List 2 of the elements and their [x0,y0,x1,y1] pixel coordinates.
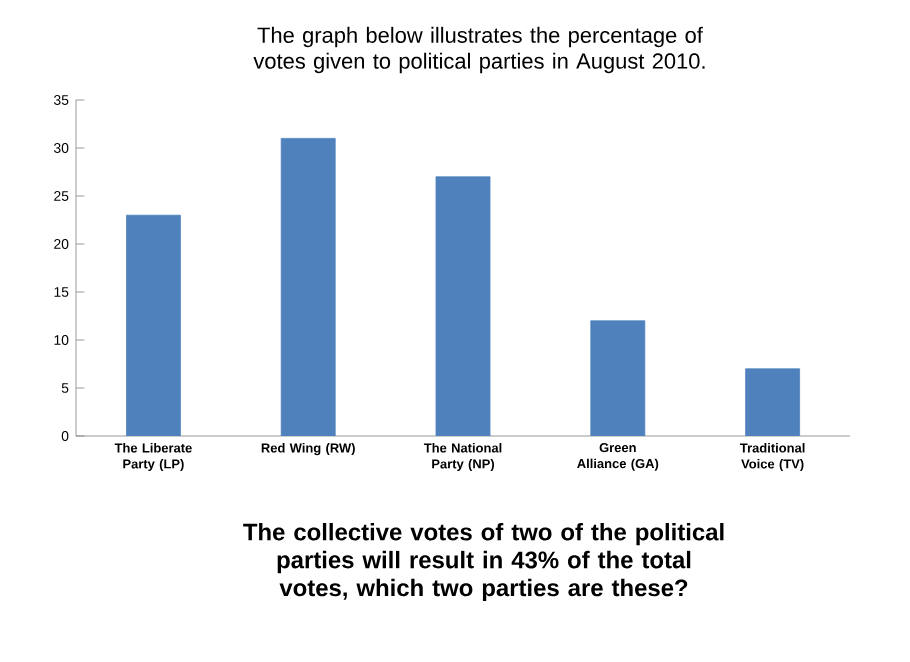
text: The collective votes of two of the political parties will result in 43% of the total votes, which two parties are these? [243,522,724,602]
chart-title: The graph below illustrates the percentage of votes given to political parties in August 2010. [253,26,705,74]
